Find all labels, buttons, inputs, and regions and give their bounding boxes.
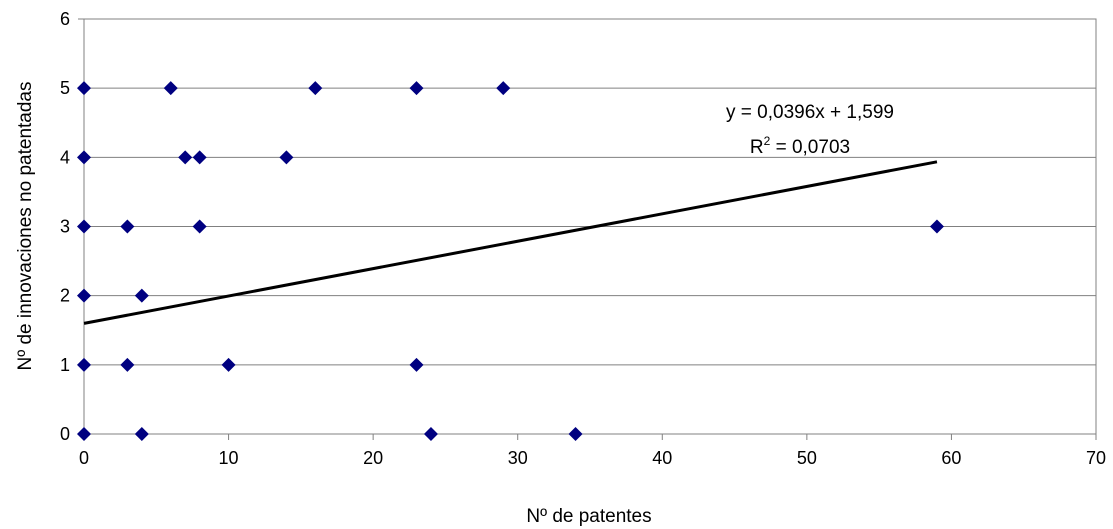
x-tick-label: 50	[797, 448, 817, 468]
data-point	[192, 150, 207, 165]
data-point	[134, 427, 149, 441]
data-point	[120, 219, 135, 234]
data-point	[221, 357, 236, 372]
data-point	[409, 357, 424, 372]
data-point	[496, 81, 511, 96]
data-point	[77, 219, 91, 234]
data-point	[423, 427, 438, 441]
data-points	[77, 81, 944, 441]
x-tick-label: 20	[363, 448, 383, 468]
x-axis-ticks: 0 10 20 30 40 50 60 70	[79, 434, 1106, 468]
trendline-equation: y = 0,0396x + 1,599	[726, 102, 894, 123]
y-tick-label: 1	[60, 355, 70, 375]
x-tick-label: 10	[219, 448, 239, 468]
x-tick-label: 0	[79, 448, 89, 468]
data-point	[120, 357, 135, 372]
data-point	[308, 81, 323, 96]
data-point	[279, 150, 294, 165]
trendline-r-squared: R2 = 0,0703	[750, 134, 850, 158]
data-point	[163, 81, 178, 96]
trendline	[83, 160, 938, 325]
y-tick-label: 2	[60, 286, 70, 306]
data-point	[929, 219, 944, 234]
x-tick-label: 30	[508, 448, 528, 468]
y-tick-label: 6	[60, 9, 70, 29]
y-tick-label: 3	[60, 217, 70, 237]
x-axis-title: Nº de patentes	[526, 506, 651, 527]
data-point	[178, 150, 193, 165]
data-point	[77, 81, 91, 96]
data-point	[409, 81, 424, 96]
data-point	[568, 427, 583, 441]
data-point	[77, 150, 91, 165]
y-tick-label: 0	[60, 424, 70, 444]
data-point	[77, 288, 91, 303]
data-point	[192, 219, 207, 234]
x-tick-label: 40	[652, 448, 672, 468]
y-axis-title: Nº de innovaciones no patentadas	[15, 82, 36, 371]
data-point	[134, 288, 149, 303]
x-tick-label: 70	[1086, 448, 1106, 468]
data-point	[77, 357, 91, 372]
y-tick-label: 5	[60, 78, 70, 98]
y-tick-label: 4	[60, 147, 70, 167]
data-point	[77, 427, 91, 441]
x-tick-label: 60	[941, 448, 961, 468]
